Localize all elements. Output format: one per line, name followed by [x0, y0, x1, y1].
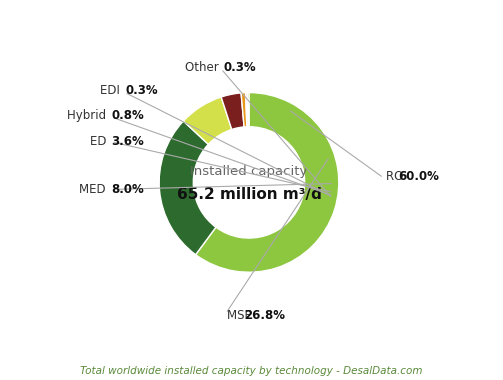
Text: MSF: MSF: [226, 309, 255, 322]
Text: Hybrid: Hybrid: [67, 109, 110, 122]
Text: 65.2 million m³/d: 65.2 million m³/d: [177, 187, 321, 201]
Text: MED: MED: [79, 183, 110, 196]
Wedge shape: [159, 121, 216, 255]
Wedge shape: [247, 93, 249, 127]
Wedge shape: [184, 97, 232, 144]
Wedge shape: [196, 93, 339, 272]
Text: ED: ED: [90, 135, 110, 147]
Wedge shape: [241, 93, 247, 127]
Text: Total worldwide installed capacity by technology - DesalData.com: Total worldwide installed capacity by te…: [80, 366, 423, 376]
Text: Installed capacity: Installed capacity: [190, 165, 308, 178]
Text: RO: RO: [385, 169, 406, 183]
Wedge shape: [245, 93, 248, 127]
Text: 26.8%: 26.8%: [244, 309, 285, 322]
Text: 60.0%: 60.0%: [398, 169, 439, 183]
Text: Other: Other: [185, 61, 222, 74]
Text: 0.3%: 0.3%: [224, 61, 257, 74]
Text: 0.8%: 0.8%: [112, 109, 144, 122]
Text: 8.0%: 8.0%: [112, 183, 144, 196]
Text: 3.6%: 3.6%: [112, 135, 144, 147]
Wedge shape: [221, 93, 244, 130]
Text: 0.3%: 0.3%: [125, 84, 157, 97]
Text: EDI: EDI: [100, 84, 123, 97]
